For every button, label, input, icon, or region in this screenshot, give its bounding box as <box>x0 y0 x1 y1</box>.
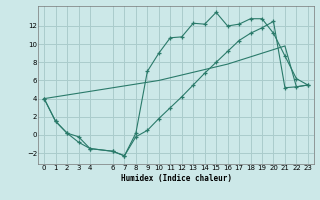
X-axis label: Humidex (Indice chaleur): Humidex (Indice chaleur) <box>121 174 231 183</box>
